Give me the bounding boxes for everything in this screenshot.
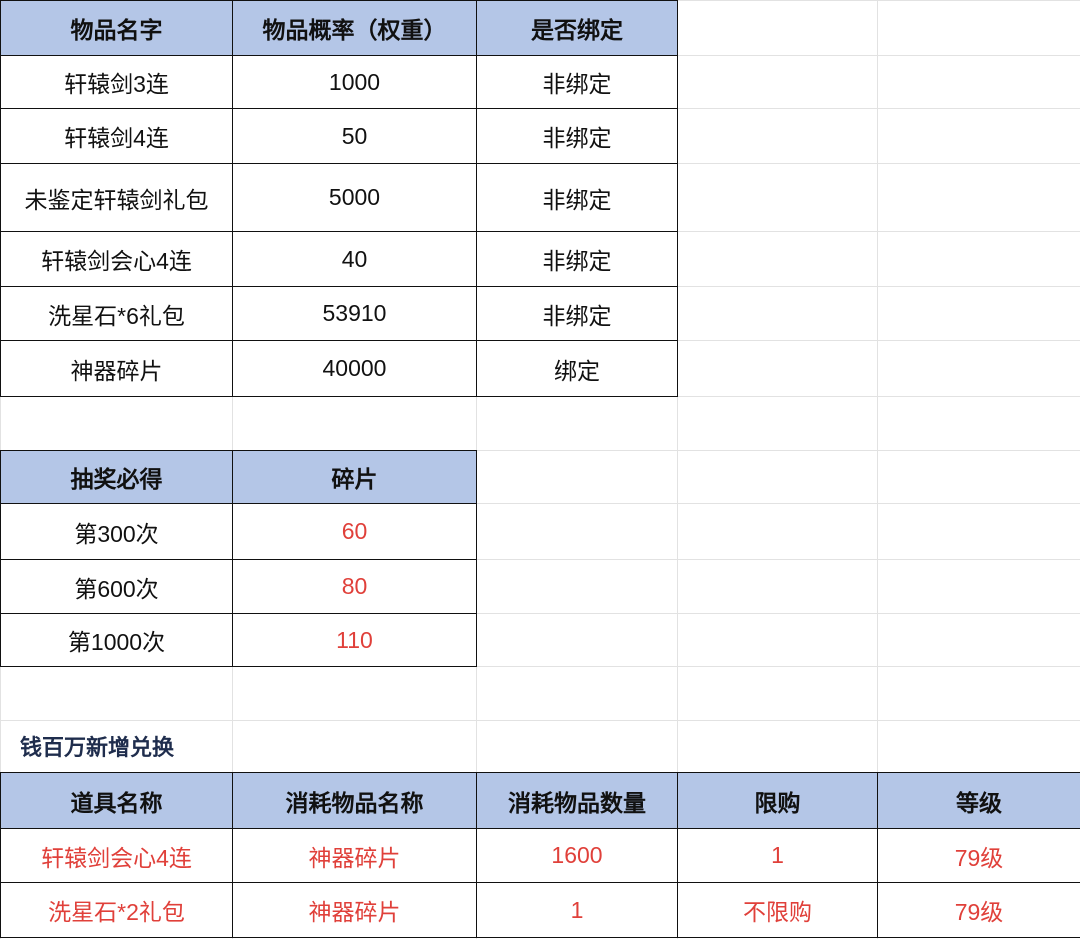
- header-cell: 抽奖必得: [0, 450, 233, 504]
- grid-line: [0, 720, 1080, 721]
- header-cell: 是否绑定: [476, 0, 678, 56]
- table-cell: 轩辕剑4连: [0, 108, 233, 164]
- table-cell: 110: [232, 613, 477, 667]
- table-cell: 轩辕剑会心4连: [0, 231, 233, 287]
- table-cell: 非绑定: [476, 286, 678, 341]
- grid-line: [0, 503, 1080, 504]
- table-cell: 1600: [476, 828, 678, 883]
- table-cell: 40: [232, 231, 477, 287]
- table-cell: 第600次: [0, 559, 233, 614]
- table-cell: 绑定: [476, 340, 678, 397]
- header-cell: 物品概率（权重）: [232, 0, 477, 56]
- table-cell: 80: [232, 559, 477, 614]
- grid-line: [0, 559, 1080, 560]
- table-cell: 神器碎片: [232, 882, 477, 938]
- table-cell: 非绑定: [476, 55, 678, 109]
- table-cell: 5000: [232, 163, 477, 232]
- table-cell: 洗星石*6礼包: [0, 286, 233, 341]
- table-cell: 1000: [232, 55, 477, 109]
- header-cell: 物品名字: [0, 0, 233, 56]
- table-cell: 1: [677, 828, 878, 883]
- table-cell: 第1000次: [0, 613, 233, 667]
- table-cell: 轩辕剑会心4连: [0, 828, 233, 883]
- table-cell: 50: [232, 108, 477, 164]
- section-title: 钱百万新增兑换: [20, 735, 175, 760]
- header-cell: 等级: [877, 772, 1080, 829]
- header-cell: 限购: [677, 772, 878, 829]
- header-cell: 道具名称: [0, 772, 233, 829]
- table-cell: 未鉴定轩辕剑礼包: [0, 163, 233, 232]
- table-cell: 不限购: [677, 882, 878, 938]
- table-cell: 79级: [877, 828, 1080, 883]
- grid-line: [0, 666, 1080, 667]
- table-cell: 79级: [877, 882, 1080, 938]
- table-cell: 40000: [232, 340, 477, 397]
- table-cell: 1: [476, 882, 678, 938]
- table-cell: 洗星石*2礼包: [0, 882, 233, 938]
- header-cell: 碎片: [232, 450, 477, 504]
- grid-line: [877, 0, 878, 939]
- table-cell: 非绑定: [476, 108, 678, 164]
- header-cell: 消耗物品名称: [232, 772, 477, 829]
- grid-line: [677, 0, 678, 939]
- grid-line: [0, 613, 1080, 614]
- table-cell: 神器碎片: [0, 340, 233, 397]
- table-cell: 神器碎片: [232, 828, 477, 883]
- header-cell: 消耗物品数量: [476, 772, 678, 829]
- table-cell: 轩辕剑3连: [0, 55, 233, 109]
- table-cell: 非绑定: [476, 163, 678, 232]
- table-cell: 第300次: [0, 503, 233, 560]
- grid-line: [0, 450, 1080, 451]
- table-cell: 60: [232, 503, 477, 560]
- table-cell: 53910: [232, 286, 477, 341]
- table-cell: 非绑定: [476, 231, 678, 287]
